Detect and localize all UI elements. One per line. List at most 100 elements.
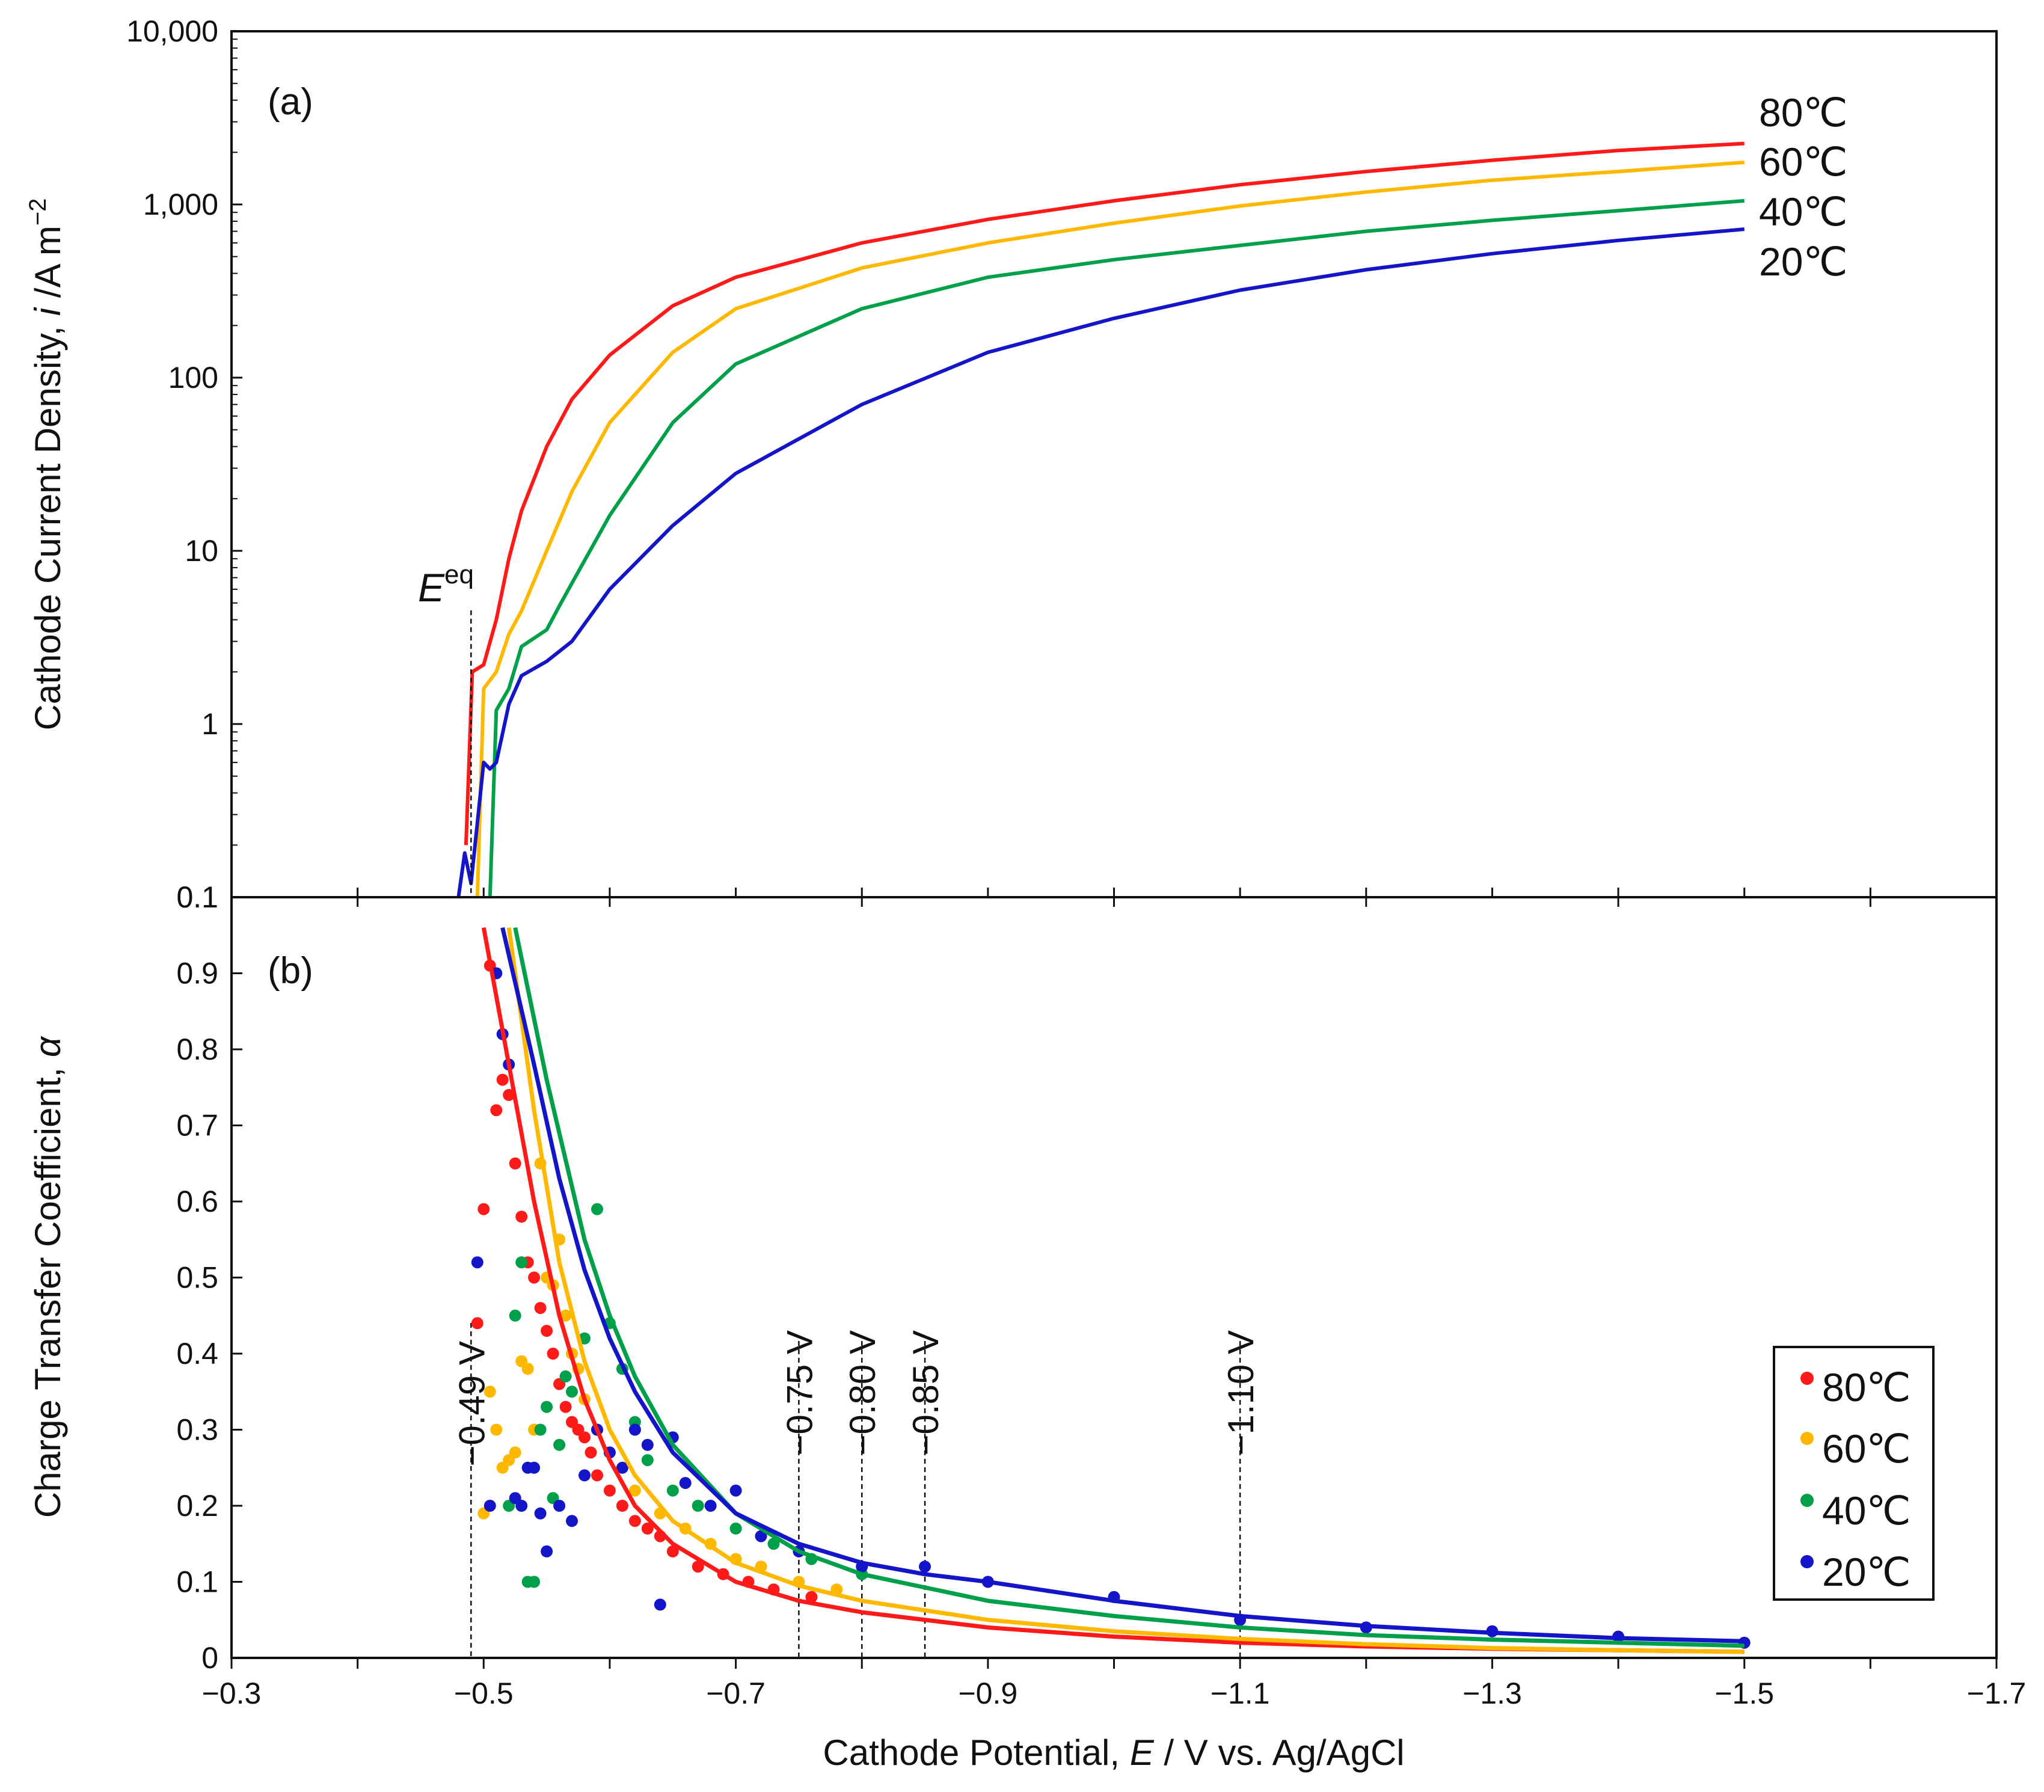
data-point-80℃ <box>496 1073 509 1086</box>
fit-curve-40℃ <box>513 927 1745 1648</box>
scatter-points <box>471 959 1751 1649</box>
temp-label-40: 40℃ <box>1759 189 1848 234</box>
data-point-80℃ <box>534 1302 547 1315</box>
data-point-40℃ <box>534 1423 547 1436</box>
data-point-80℃ <box>541 1325 553 1337</box>
reference-line-label: −0.85 V <box>906 1330 946 1456</box>
data-point-20℃ <box>616 1461 628 1474</box>
x-tick-label: −0.7 <box>706 1677 766 1710</box>
x-tick-label: −1.1 <box>1211 1677 1270 1710</box>
data-point-20℃ <box>679 1477 692 1490</box>
reference-line-label: −0.49 V <box>452 1341 492 1467</box>
data-point-20℃ <box>628 1423 641 1436</box>
panel-a-y-axis-title: Cathode Current Density, i /A m−2 <box>25 198 68 731</box>
x-tick-label: −1.5 <box>1714 1677 1774 1710</box>
panel-a-y-ticks: 0.1 1 10 100 1,000 10,000 <box>126 14 1998 914</box>
temp-label-80: 80℃ <box>1759 90 1848 135</box>
data-point-20℃ <box>566 1515 578 1527</box>
legend-label-80: 80℃ <box>1822 1365 1911 1410</box>
curve-60℃ <box>475 161 1745 898</box>
data-point-80℃ <box>692 1560 704 1573</box>
data-point-80℃ <box>666 1545 679 1557</box>
panel-b-ticks: 0 0.1 0.2 0.3 0.4 0.5 0.6 0.7 0.8 0.9 0.1 −0.3 −0.5 −… <box>176 880 2026 1710</box>
data-point-20℃ <box>515 1500 528 1512</box>
x-axis-title: Cathode Potential, E / V vs. Ag/AgCl <box>823 1732 1404 1773</box>
panel-b-y-tick-label: 0.5 <box>176 1261 218 1295</box>
data-point-80℃ <box>641 1522 654 1535</box>
panel-b-y-tick-label: 0.6 <box>176 1185 218 1218</box>
equilibrium-marker: Eeq <box>418 560 474 897</box>
data-point-20℃ <box>579 1469 591 1482</box>
panel-b-y-axis-title: Charge Transfer Coefficient, α <box>28 1036 68 1518</box>
panel-a-label: (a) <box>268 81 313 123</box>
panel-a-temperature-labels: 80℃ 60℃ 40℃ 20℃ <box>1759 90 1848 284</box>
data-point-20℃ <box>704 1500 717 1512</box>
data-point-40℃ <box>729 1522 742 1535</box>
legend-label-20: 20℃ <box>1822 1550 1911 1594</box>
panel-b: (b) 0 0.1 0.2 0.3 0.4 0.5 0.6 0.7 0.8 0.9 0.1 −0.3 −… <box>28 880 2026 1773</box>
data-point-20℃ <box>541 1545 553 1557</box>
data-point-80℃ <box>603 1484 616 1497</box>
data-point-20℃ <box>553 1500 566 1512</box>
data-point-40℃ <box>515 1256 528 1269</box>
panel-a: (a) 0.1 1 10 100 1,000 10,000 80℃ 60℃ 40℃ 20℃… <box>25 14 1998 914</box>
curve-20℃ <box>456 227 1745 898</box>
legend-label-40: 40℃ <box>1822 1488 1911 1533</box>
data-point-80℃ <box>559 1401 572 1413</box>
data-point-80℃ <box>471 1317 483 1330</box>
data-point-60℃ <box>490 1423 503 1436</box>
data-point-80℃ <box>616 1500 628 1512</box>
panel-b-frame <box>230 896 1998 1659</box>
legend-box <box>1773 1346 1935 1601</box>
data-point-20℃ <box>919 1560 931 1573</box>
panel-a-frame <box>230 30 1998 898</box>
fit-curves <box>481 927 1745 1654</box>
data-point-60℃ <box>559 1309 572 1322</box>
temp-label-60: 60℃ <box>1759 140 1848 184</box>
legend: 80℃ 60℃ 40℃ 20℃ <box>1773 1346 1935 1601</box>
panel-a-curves <box>456 141 1745 898</box>
data-point-20℃ <box>528 1461 541 1474</box>
x-tick-label: −1.3 <box>1462 1677 1522 1710</box>
fit-curve-80℃ <box>481 927 1745 1654</box>
legend-marker-20 <box>1800 1555 1814 1568</box>
equilibrium-label: Eeq <box>418 560 474 610</box>
panel-b-y-tick-label: 0.9 <box>176 957 218 990</box>
x-tick-label: −1.7 <box>1967 1677 2027 1710</box>
x-tick-label: −0.3 <box>202 1677 262 1710</box>
panel-b-y-tick-label: 0.4 <box>176 1337 218 1370</box>
data-point-40℃ <box>641 1454 654 1467</box>
data-point-80℃ <box>628 1515 641 1527</box>
panel-b-y-tick-label: 0.7 <box>176 1109 218 1143</box>
data-point-40℃ <box>541 1401 553 1413</box>
data-point-80℃ <box>509 1157 521 1170</box>
x-tick-label: −0.5 <box>454 1677 514 1710</box>
panel-a-y-tick-label: 0.1 <box>176 880 218 914</box>
data-point-60℃ <box>628 1484 641 1497</box>
data-point-20℃ <box>654 1598 666 1611</box>
panel-b-y-tick-label: 0.1 <box>176 880 218 914</box>
reference-line-label: −1.10 V <box>1221 1330 1261 1456</box>
panel-b-y-tick-label: 0.2 <box>176 1489 218 1523</box>
reference-line-label: −0.75 V <box>779 1330 820 1456</box>
data-point-40℃ <box>692 1500 704 1512</box>
reference-lines: −0.49 V −0.75 V −0.80 V −0.85 V −1.10 V <box>452 1323 1261 1658</box>
panel-b-label: (b) <box>268 950 313 992</box>
panel-b-y-tick-label: 0 <box>201 1641 218 1675</box>
data-point-20℃ <box>641 1438 654 1451</box>
panel-a-y-tick-label: 1,000 <box>143 188 218 221</box>
data-point-80℃ <box>591 1469 603 1482</box>
data-point-40℃ <box>509 1309 521 1322</box>
data-point-20℃ <box>729 1484 742 1497</box>
legend-marker-80 <box>1800 1372 1814 1385</box>
legend-marker-60 <box>1800 1432 1814 1445</box>
panel-b-y-tick-label: 0.8 <box>176 1033 218 1066</box>
data-point-20℃ <box>483 1500 496 1512</box>
data-point-40℃ <box>767 1538 780 1550</box>
temp-label-20: 20℃ <box>1759 239 1848 284</box>
data-point-40℃ <box>591 1203 603 1215</box>
legend-label-60: 60℃ <box>1822 1426 1911 1471</box>
data-point-80℃ <box>585 1446 597 1459</box>
data-point-80℃ <box>515 1211 528 1223</box>
